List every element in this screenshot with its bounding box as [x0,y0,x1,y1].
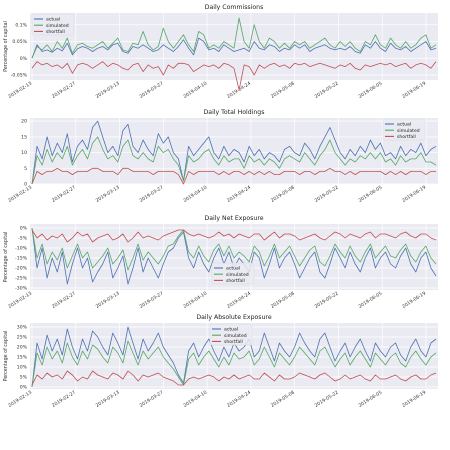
series-line-shortfall [31,167,436,185]
panel-1: 0.1% 0.05% 0% -0.05% 2019-02-13 2019-02-27 201… [3,4,438,100]
x-tick-label: 2019-05-22 [314,291,340,310]
x-tick-label: 2019-05-22 [314,390,340,409]
x-tick-label: 2019-03-27 [139,185,165,204]
x-tick-label: 2019-02-27 [51,185,77,204]
y-tick-label: 0 [24,182,27,188]
legend-entry-shortfall: shortfall [397,134,416,140]
legend-entry-actual: actual [226,266,240,272]
series-line-shortfall [31,229,437,243]
x-tick-label: 2019-03-13 [95,291,121,310]
legend-entry-simulated: simulated [397,128,420,134]
x-tick-label: 2019-03-13 [95,81,121,100]
y-tick-label: 15% [17,355,28,361]
x-tick-label: 2019-04-10 [182,291,208,310]
series-line-actual [31,120,437,185]
series-line-actual [31,37,437,59]
chart-title: Daily Commissions [205,4,264,11]
y-tick-label: -0.05% [11,73,28,79]
x-tick-label: 2019-05-08 [270,291,296,310]
x-tick-label: 2019-05-08 [270,81,296,100]
x-tick-label: 2019-06-19 [401,81,427,100]
x-tick-label: 2019-02-27 [51,390,77,409]
legend-entry-simulated: simulated [226,272,249,278]
y-axis-label: Percentage of capital [3,331,9,382]
x-tick-label: 2019-06-05 [357,81,383,100]
y-tick-label: -5% [18,236,28,242]
legend-entry-simulated: simulated [46,23,69,29]
x-tick-label: 2019-06-19 [401,185,427,204]
x-tick-label: 2019-05-08 [270,390,296,409]
x-tick-label: 2019-04-24 [226,185,252,204]
x-tick-label: 2019-06-19 [401,390,427,409]
y-tick-label: 10% [17,365,28,371]
y-tick-label: 10 [21,150,27,156]
y-tick-label: 25% [17,335,28,341]
x-tick-label: 2019-03-13 [95,185,121,204]
y-axis-label: Percentage of capital [3,21,9,72]
y-tick-label: -30% [15,286,28,292]
series-line-shortfall [31,61,437,91]
y-tick-label: 0.05% [12,39,27,45]
legend-entry-actual: actual [46,17,60,23]
y-tick-label: 0.1% [15,22,27,28]
panel-3: 0% -5% -10% -15% -20% -25% -30%2019-02-13 2019-… [3,215,438,310]
x-tick-label: 2019-05-22 [314,81,340,100]
y-tick-label: 5 [24,166,27,172]
chart-title: Daily Total Holdings [204,109,265,116]
y-tick-label: 0% [20,226,28,232]
series-line-simulated [31,340,437,388]
y-axis-label: Percentage of capital [3,232,9,283]
legend-entry-simulated: simulated [224,333,247,339]
x-tick-label: 2019-02-13 [7,390,33,409]
y-tick-label: -15% [15,256,28,262]
x-tick-label: 2019-02-27 [51,291,77,310]
legend-entry-shortfall: shortfall [46,29,65,35]
y-tick-label: -20% [15,266,28,272]
y-tick-label: -25% [15,276,28,282]
x-tick-label: 2019-03-27 [139,390,165,409]
x-tick-label: 2019-02-13 [7,185,33,204]
y-tick-label: 5% [20,375,28,381]
series-line-simulated [31,136,437,185]
legend-entry-shortfall: shortfall [226,278,245,284]
x-tick-label: 2019-06-05 [357,291,383,310]
legend-entry-shortfall: shortfall [224,339,243,345]
x-tick-label: 2019-04-24 [226,390,252,409]
x-tick-label: 2019-02-13 [7,291,33,310]
chart-title: Daily Net Exposure [204,215,263,222]
x-tick-label: 2019-04-10 [182,81,208,100]
x-tick-label: 2019-06-05 [357,390,383,409]
x-tick-label: 2019-06-05 [357,185,383,204]
legend-entry-actual: actual [224,327,238,333]
chart-title: Daily Absolute Exposure [196,314,271,321]
panel-4: 30% 25% 20% 15% 10% 5% 0%2019-02-13 2019-02-27 2… [3,314,438,409]
x-tick-label: 2019-04-10 [182,185,208,204]
x-tick-label: 2019-06-19 [401,291,427,310]
y-tick-label: 0% [20,56,28,62]
y-tick-label: 20% [17,345,28,351]
legend-entry-actual: actual [397,122,411,128]
y-tick-label: 30% [17,325,28,331]
y-tick-label: 20 [21,119,27,125]
y-tick-label: 0% [20,385,28,391]
y-tick-label: -10% [15,246,28,252]
x-tick-label: 2019-05-22 [314,185,340,204]
x-tick-label: 2019-04-10 [182,390,208,409]
x-tick-label: 2019-03-27 [139,81,165,100]
x-tick-label: 2019-02-27 [51,81,77,100]
series-line-simulated [31,227,437,271]
x-tick-label: 2019-03-27 [139,291,165,310]
series-line-simulated [31,17,437,59]
x-tick-label: 2019-04-24 [226,291,252,310]
x-tick-label: 2019-02-13 [7,81,33,100]
plot-area [30,118,438,184]
series-line-shortfall [31,370,437,386]
y-tick-label: 15 [21,134,27,140]
x-tick-label: 2019-03-13 [95,390,121,409]
x-tick-label: 2019-05-08 [270,185,296,204]
